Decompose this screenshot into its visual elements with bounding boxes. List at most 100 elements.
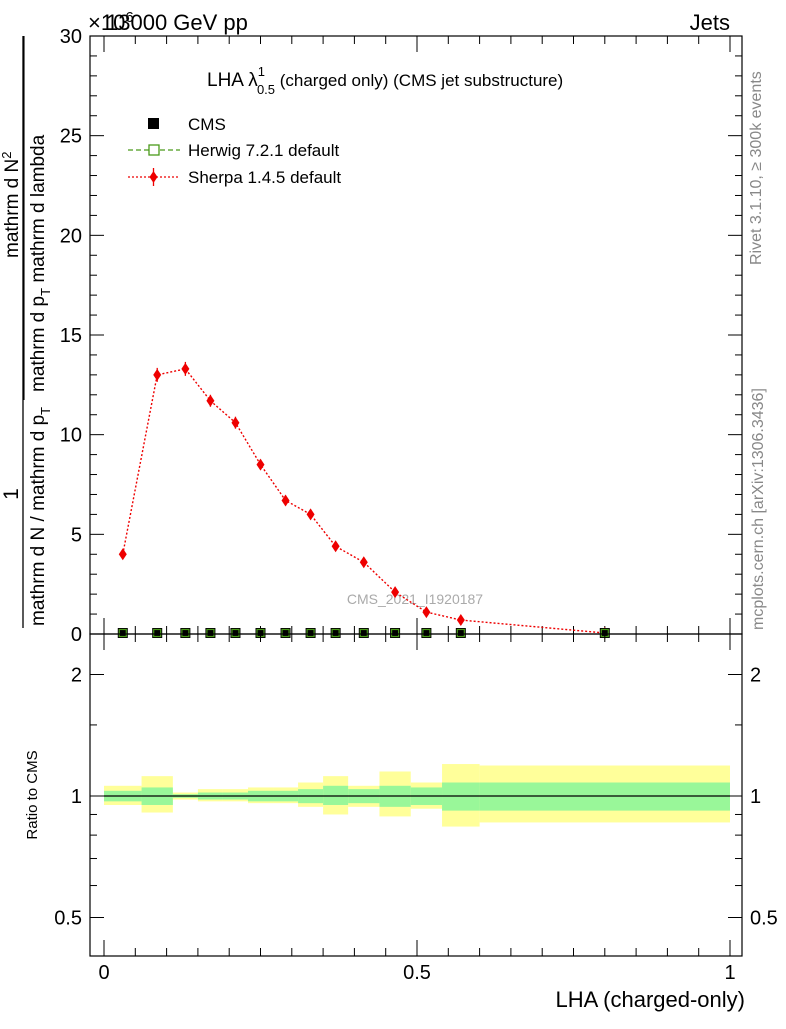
herwig-point [231,628,240,638]
y-label-part2-sup: 2 [0,152,14,159]
cms-point [117,628,128,638]
sherpa-point [456,614,465,627]
process-label: Jets [690,10,730,35]
legend: CMS Herwig 7.2.1 default Sherpa 1.4.5 defa… [128,115,341,187]
ratio-x-ticks: 0 0.5 1 [98,634,736,984]
y-label-part3-main: mathrm d p [28,296,49,392]
main-y-tick-label: 15 [60,325,82,347]
ratio-y-tick-label: 2 [71,665,82,687]
y-label-denominator-main: mathrm d N / mathrm d p [28,415,49,626]
herwig-point [153,628,162,638]
ratio-y-tick-label: 1 [71,786,82,808]
main-title-prefix: LHA λ [207,70,258,91]
cms-point [180,628,191,638]
ratio-x-tick-label: 1 [724,962,735,984]
main-x-ticks [103,36,731,634]
ratio-panel: 0.5 0.51 12 2 0 0.5 1 Ratio to CMS LHA (charg… [24,633,778,1012]
y-label-part3: mathrm d pT mathrm d lambda [28,134,53,392]
ratio-x-tick-label: 0.5 [403,962,431,984]
y-label-part3-sub: T [38,288,53,296]
sherpa-point [306,508,315,521]
y-label-numerator: 1 [0,488,23,500]
cms-point [421,628,432,638]
herwig-point [181,628,190,638]
sherpa-point [153,368,162,381]
cms-point [599,628,610,638]
main-title-sup: 1 [258,64,265,79]
main-y-tick-label: 25 [60,126,82,148]
main-y-tick-label: 30 [60,26,82,48]
herwig-point [422,628,431,638]
cms-point [255,628,266,638]
sherpa-point [331,540,340,553]
cms-point [330,628,341,638]
main-y-ticks: 0 5 10 15 20 25 30 [60,26,742,646]
legend-marker-cms [148,118,159,129]
y-label-part2-main: mathrm d N [2,159,23,258]
sherpa-point [422,606,431,619]
legend-label: Sherpa 1.4.5 default [188,168,341,187]
sherpa-point [206,394,215,407]
cms-point [305,628,316,638]
sherpa-series [118,361,609,640]
herwig-point [390,628,400,638]
legend-marker-herwig [148,144,160,156]
x-axis-label: LHA (charged-only) [555,987,745,1012]
cms-point [455,628,466,638]
exponent-base: ×10 [88,10,125,35]
ratio-y-tick-label: 0.5 [54,908,82,930]
herwig-point [306,628,315,638]
watermark: CMS_2021_I1920187 [347,591,483,607]
cms-point [230,628,241,638]
ratio-inner-band [323,785,349,805]
cms-point [205,628,216,638]
ratio-y-tick-label-right: 1 [750,786,761,808]
cms-point [152,628,163,638]
sherpa-point [181,362,190,375]
y-label-part4: mathrm d lambda [28,134,49,288]
sherpa-point [281,494,290,507]
ratio-frame [89,633,743,957]
main-y-tick-label: 20 [60,225,82,247]
herwig-point [281,628,290,638]
ratio-y-ticks: 0.5 0.5 1 1 2 2 [54,665,778,930]
cms-point [280,628,291,638]
ratio-x-tick-label: 0 [98,962,109,984]
main-panel: 0 5 10 15 20 25 30 CMS_2021_I1920187 LHA λ1 0.5… [60,26,743,646]
herwig-point [359,628,368,638]
sherpa-point [391,586,400,599]
main-y-tick-label: 10 [60,425,82,447]
herwig-point [118,628,127,638]
main-title: LHA λ1 0.5 (charged only) (CMS jet substr… [207,64,563,97]
cms-point [390,628,401,638]
exponent-power: 6 [125,9,133,26]
herwig-point [456,628,465,638]
main-y-tick-label: 5 [71,524,82,546]
y-label-denominator-sub: T [38,407,53,415]
legend-label: CMS [188,115,226,134]
sherpa-point [231,416,240,429]
cms-point [358,628,369,638]
main-y-tick-label: 0 [71,624,82,646]
legend-label: Herwig 7.2.1 default [188,141,339,160]
mcplots-label: mcplots.cern.ch [arXiv:1306.3436] [750,388,767,630]
main-title-suffix: (charged only) (CMS jet substructure) [275,71,563,90]
rivet-label: Rivet 3.1.10, ≥ 300k events [748,71,765,265]
legend-marker-sherpa [149,171,158,183]
main-y-label: 1 mathrm d N / mathrm d pT mathrm d N2 m… [0,36,53,628]
ratio-y-tick-label-right: 0.5 [750,908,778,930]
cms-series [117,628,610,638]
ratio-y-label: Ratio to CMS [24,750,41,839]
energy-label: 13000 GeV pp [106,10,248,35]
y-label-denominator: mathrm d N / mathrm d pT [28,407,53,626]
sherpa-point [256,458,265,471]
main-title-sub: 0.5 [257,82,275,97]
sherpa-line [122,368,605,634]
herwig-point [331,628,340,638]
exponent-label: ×106 [88,9,134,35]
ratio-y-tick-label-right: 2 [750,665,761,687]
herwig-point [206,628,215,638]
y-label-part2: mathrm d N2 [0,152,23,258]
